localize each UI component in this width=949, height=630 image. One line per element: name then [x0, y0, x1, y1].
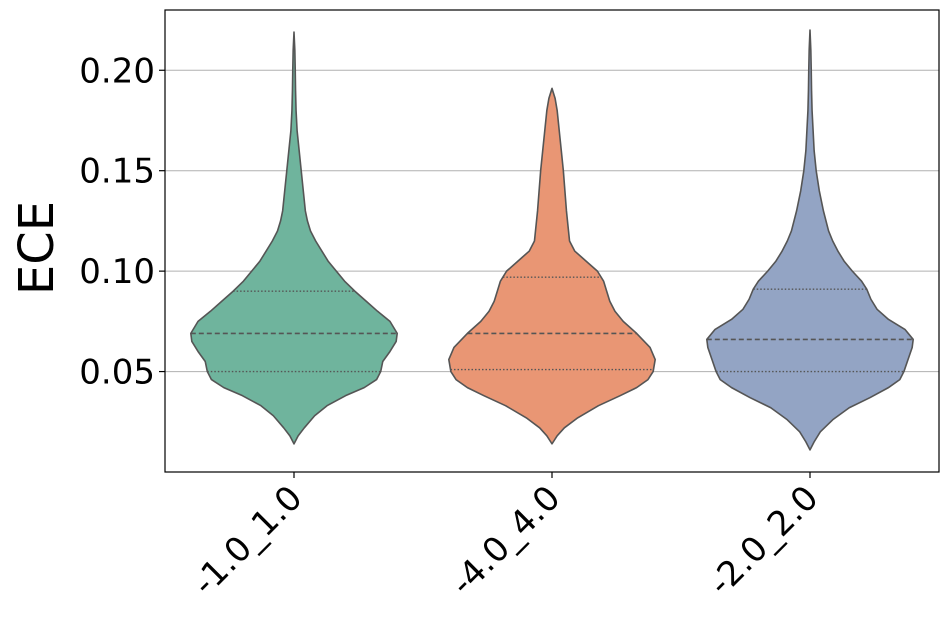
- violin-body: [448, 87, 656, 445]
- x-tick-label: -2.0_2.0: [701, 478, 826, 603]
- x-axis-ticks: -1.0_1.0 -4.0_4.0 -2.0_2.0: [185, 472, 826, 604]
- y-axis-ticks: 0.05 0.10 0.15 0.20: [79, 51, 165, 393]
- y-axis-title: ECE: [9, 201, 65, 295]
- y-tick-label: 0.20: [79, 51, 155, 91]
- y-tick-label: 0.10: [79, 252, 155, 292]
- y-tick-label: 0.15: [79, 152, 155, 192]
- violin-body: [190, 31, 398, 445]
- violins: [190, 29, 914, 451]
- x-tick-label: -4.0_4.0: [443, 478, 568, 603]
- violin-body: [706, 29, 914, 451]
- y-tick-label: 0.05: [79, 353, 155, 393]
- x-tick-label: -1.0_1.0: [185, 478, 310, 603]
